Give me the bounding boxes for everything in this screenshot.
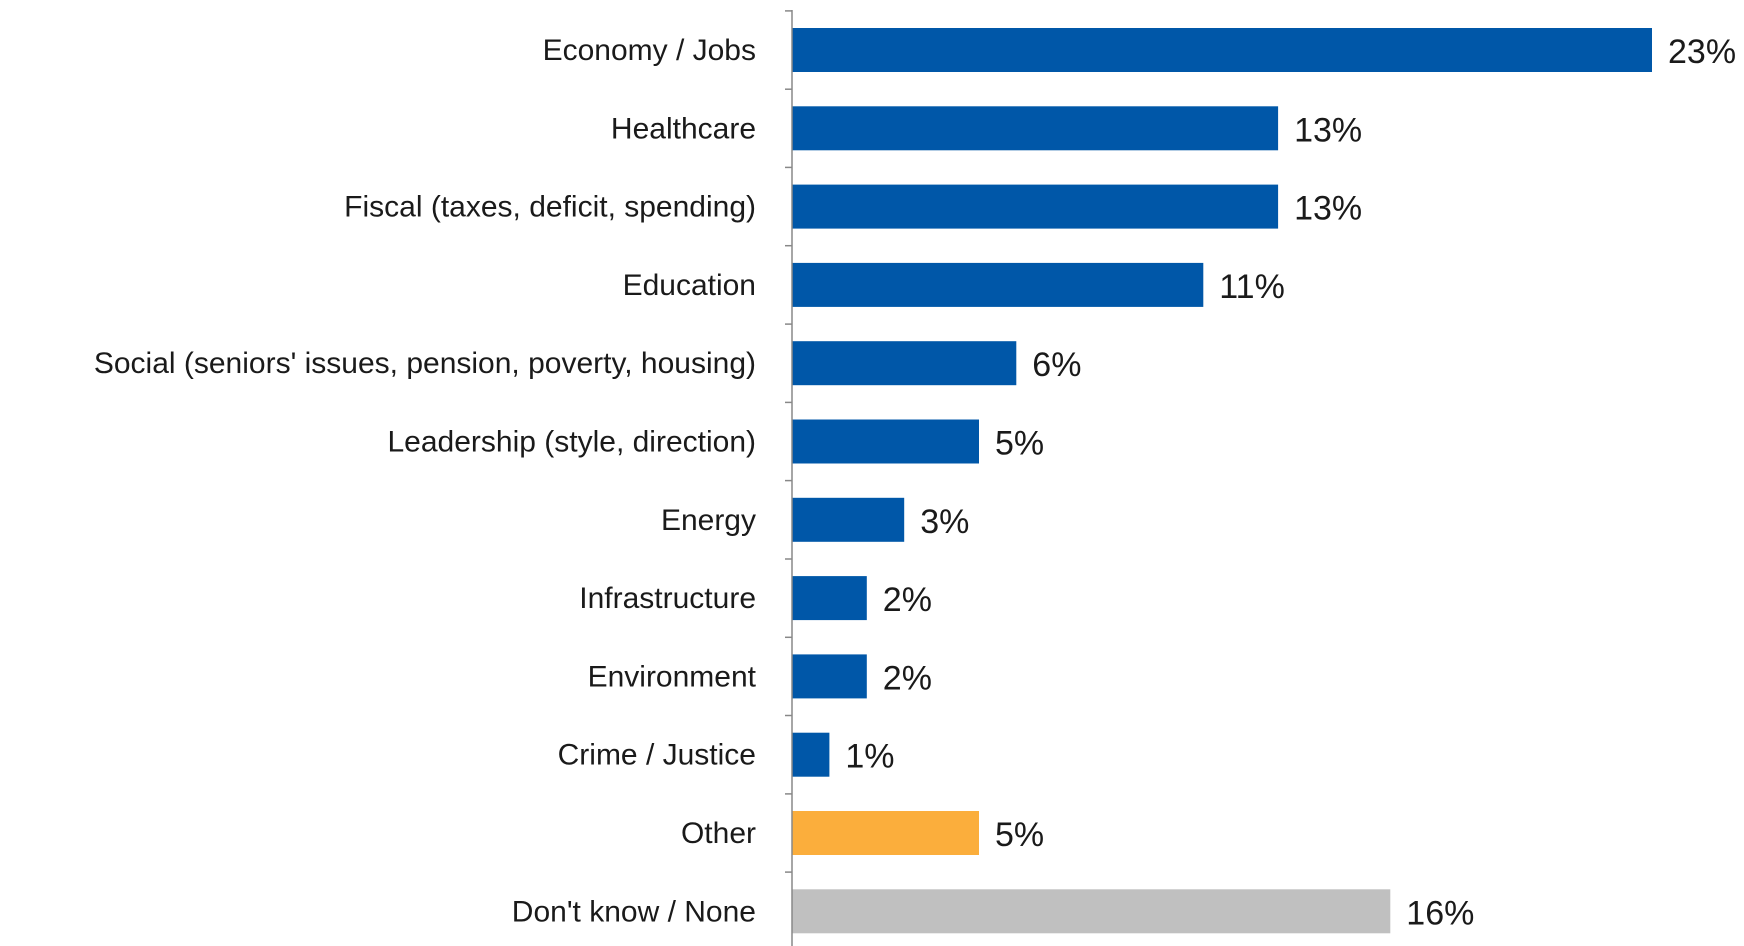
value-label-4: 6%: [1032, 346, 1081, 384]
value-label-7: 2%: [883, 581, 932, 619]
category-label-7: Infrastructure: [579, 582, 756, 615]
category-label-0: Economy / Jobs: [543, 34, 756, 67]
bar-2: [792, 184, 1279, 229]
bar-0: [792, 28, 1652, 72]
category-label-5: Leadership (style, direction): [387, 426, 756, 459]
value-label-5: 5%: [995, 425, 1044, 463]
bar-8: [792, 654, 867, 699]
category-label-9: Crime / Justice: [558, 739, 756, 772]
bar-11: [792, 889, 1391, 934]
category-label-10: Other: [681, 817, 756, 850]
value-label-3: 11%: [1219, 268, 1285, 306]
bar-1: [792, 106, 1279, 151]
category-label-1: Healthcare: [611, 112, 756, 145]
value-label-1: 13%: [1294, 111, 1362, 149]
value-label-11: 16%: [1406, 894, 1474, 932]
bar-3: [792, 262, 1204, 307]
value-label-10: 5%: [995, 816, 1044, 854]
bar-9: [792, 732, 830, 777]
axis-layer: [785, 10, 793, 946]
bar-4: [792, 341, 1017, 386]
value-label-6: 3%: [920, 503, 969, 541]
value-label-2: 13%: [1294, 190, 1362, 228]
labels-layer: Economy / Jobs 23% Healthcare 13% Fiscal (ta…: [94, 33, 1736, 932]
bar-10: [792, 811, 979, 855]
category-label-2: Fiscal (taxes, deficit, spending): [344, 191, 756, 224]
category-label-6: Energy: [661, 504, 756, 537]
value-label-9: 1%: [845, 738, 894, 776]
value-label-8: 2%: [883, 659, 932, 697]
bar-6: [792, 497, 905, 542]
category-label-8: Environment: [588, 660, 757, 693]
bars-layer: [792, 28, 1652, 934]
bar-7: [792, 576, 867, 621]
category-label-3: Education: [623, 269, 756, 302]
value-label-0: 23%: [1668, 33, 1736, 71]
category-label-4: Social (seniors' issues, pension, povert…: [94, 347, 756, 380]
bar-5: [792, 419, 979, 464]
category-label-11: Don't know / None: [512, 895, 756, 928]
